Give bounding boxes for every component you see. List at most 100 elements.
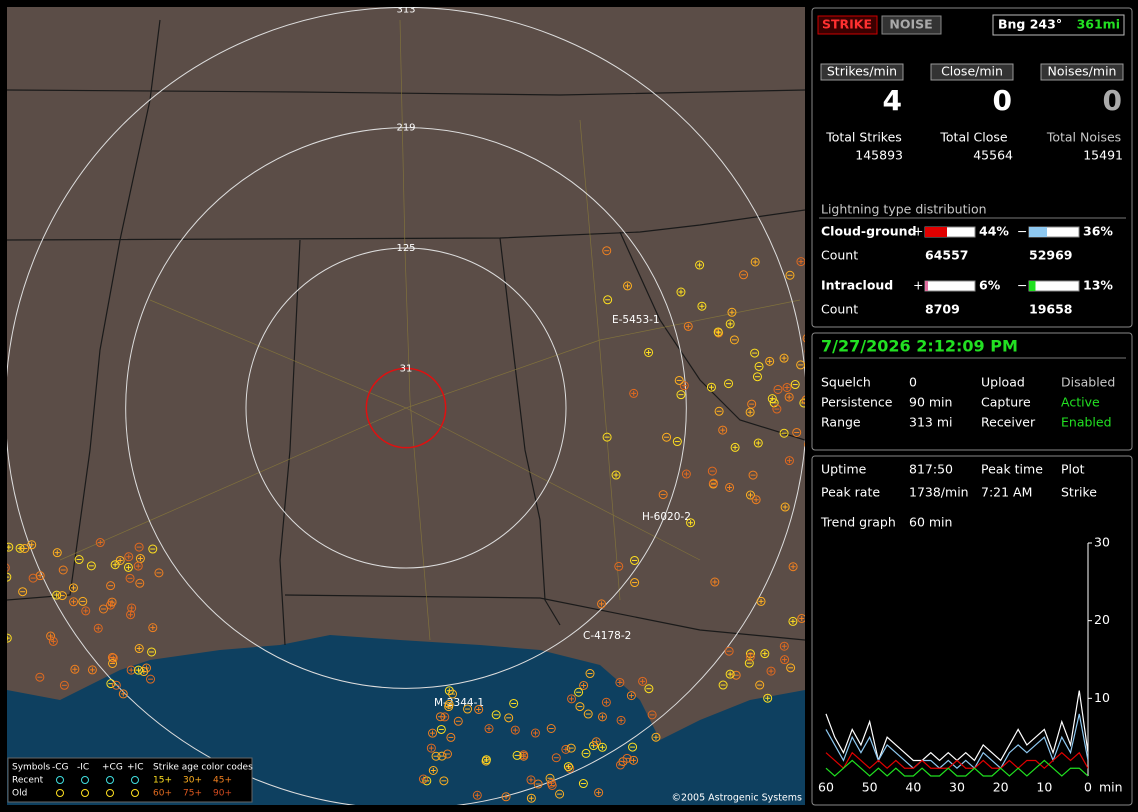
strike-symbol — [731, 670, 741, 680]
strike-symbol — [678, 289, 684, 295]
strike-symbol — [707, 466, 717, 476]
strike-symbol — [714, 406, 724, 416]
strike-symbol — [7, 635, 10, 641]
rate-button[interactable] — [820, 63, 904, 81]
legend-type: -IC — [77, 763, 89, 773]
strike-symbol — [801, 395, 805, 405]
strike-symbol — [70, 664, 80, 674]
strike-symbol — [599, 714, 605, 720]
strike-symbol — [581, 682, 587, 688]
legend-symbol — [131, 776, 139, 784]
strike-symbol — [37, 573, 43, 579]
range-ring-label: 31 — [400, 363, 413, 374]
strike-symbol — [799, 398, 805, 408]
strike-symbol — [779, 353, 789, 363]
noise-button-label[interactable]: NOISE — [889, 17, 932, 32]
strike-symbol — [530, 728, 540, 738]
strike-symbol — [126, 610, 136, 620]
rate-value: 0 — [993, 84, 1012, 117]
strike-symbol — [436, 724, 446, 734]
strike-symbol — [54, 550, 60, 556]
strike-symbol — [768, 668, 774, 674]
strike-symbol — [93, 623, 103, 633]
strike-symbol — [658, 490, 668, 500]
strike-symbol — [766, 666, 776, 676]
status-cell: 313 mi — [909, 415, 952, 430]
strike-symbol — [48, 633, 54, 639]
strike-button-label[interactable]: STRIKE — [822, 17, 872, 32]
trend-line — [825, 713, 1088, 770]
strike-symbol — [593, 739, 599, 745]
strike-symbol — [532, 730, 538, 736]
bar-track — [1028, 280, 1080, 292]
strike-symbol — [46, 631, 56, 641]
legend-row: Recent — [12, 776, 44, 786]
strike-symbol — [110, 560, 120, 570]
strike-symbol — [713, 327, 723, 337]
rate-button[interactable] — [930, 63, 1014, 81]
strike-symbol — [148, 544, 158, 554]
strike-symbol — [681, 469, 691, 479]
stats-cell: Uptime — [821, 462, 867, 477]
strike-symbol — [758, 598, 764, 604]
strike-symbol — [767, 358, 773, 364]
strike-symbol — [629, 755, 639, 765]
strike-symbol — [745, 407, 755, 417]
strike-symbol — [504, 713, 514, 723]
strike-symbol — [442, 749, 452, 759]
strike-symbol — [599, 744, 605, 750]
strike-symbol — [750, 257, 760, 267]
count: 64557 — [925, 248, 969, 263]
strike-symbol — [745, 490, 755, 500]
range-ring — [245, 247, 567, 569]
legend-row: Old — [12, 789, 27, 799]
strike-symbol — [597, 742, 607, 752]
strike-symbol — [95, 625, 101, 631]
strike-symbol — [686, 518, 696, 528]
strike-symbol — [773, 384, 783, 394]
strike-symbol — [799, 615, 805, 621]
trend-line — [825, 751, 1088, 770]
strike-symbol — [688, 520, 694, 526]
strike-symbol — [581, 748, 591, 758]
strike-symbol — [727, 321, 733, 327]
range-ring-label: 219 — [396, 123, 415, 134]
strike-symbol — [796, 257, 805, 267]
panel — [811, 455, 1133, 806]
stats-cell: Plot — [1061, 462, 1085, 477]
strike-symbol — [109, 599, 115, 605]
strike-symbol — [97, 540, 103, 546]
legend-symbol — [106, 789, 114, 797]
strike-symbol — [428, 745, 434, 751]
noise-button[interactable] — [881, 15, 942, 35]
strike-symbol — [112, 562, 118, 568]
strike-symbol — [87, 665, 97, 675]
rate-button[interactable] — [1040, 63, 1124, 81]
total-value: 15491 — [1083, 148, 1123, 163]
strike-symbol — [729, 309, 735, 315]
strike-symbol — [472, 790, 482, 800]
legend-type: -CG — [52, 763, 69, 773]
legend-type: +CG — [102, 763, 123, 773]
legend-age: 60+ — [153, 789, 172, 799]
x-tick-label: 0 — [1084, 780, 1092, 795]
type-name: Intracloud — [821, 278, 893, 293]
trend-line — [825, 759, 1088, 777]
strike-symbol — [617, 679, 623, 685]
rate-value: 4 — [883, 84, 902, 117]
strike-symbol — [476, 706, 482, 712]
strike-symbol — [803, 399, 805, 401]
y-tick-label: 10 — [1094, 690, 1110, 705]
strike-symbol — [790, 380, 800, 390]
count-label: Count — [821, 248, 858, 263]
strike-symbol — [769, 396, 775, 402]
strike-button[interactable] — [817, 15, 878, 35]
strike-symbol — [430, 768, 436, 774]
stats-cell: Peak rate — [821, 485, 880, 500]
strike-symbol — [630, 578, 640, 588]
strike-symbol — [474, 792, 480, 798]
strike-symbol — [706, 382, 716, 392]
strike-symbol — [780, 655, 790, 665]
strike-symbol — [108, 653, 118, 663]
